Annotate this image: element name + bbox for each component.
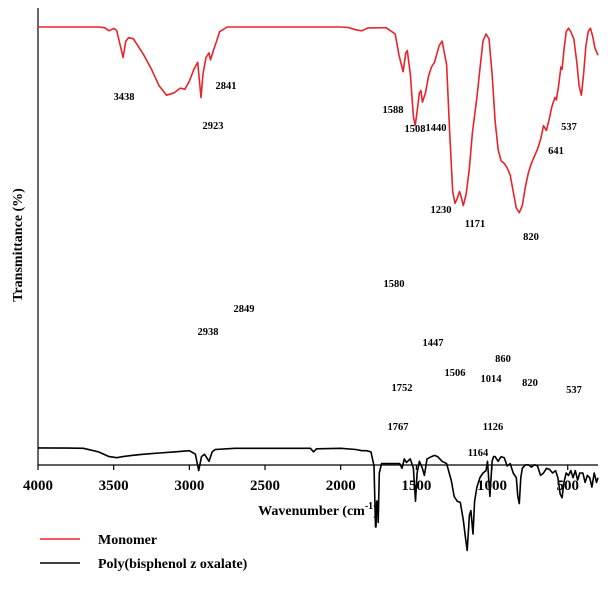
peak-label-820: 820 <box>522 378 538 389</box>
peak-label-537: 537 <box>561 122 577 133</box>
peak-label-1752: 1752 <box>392 383 413 394</box>
series-line-monomer <box>38 26 599 214</box>
x-tick-label-1000: 1000 <box>477 478 507 494</box>
spectra <box>37 26 599 552</box>
peak-label-1506: 1506 <box>445 368 466 379</box>
x-axis-ticks: 4000 3500 3000 2500 2000 1500 1000 500 <box>23 465 579 494</box>
x-axis-title: Wavenumber (cm-1) <box>258 501 378 519</box>
peak-label-820: 820 <box>523 232 539 243</box>
peak-label-2923: 2923 <box>203 121 224 132</box>
y-axis-title: Transmittance (%) <box>11 188 26 302</box>
legend-label-monomer: Monomer <box>98 533 157 548</box>
axes <box>37 8 598 466</box>
x-tick-label-2000: 2000 <box>326 478 356 494</box>
x-tick-label-4000: 4000 <box>23 478 53 494</box>
peak-label-2849: 2849 <box>234 304 255 315</box>
x-tick-label-500: 500 <box>556 478 579 494</box>
peak-label-1014: 1014 <box>481 374 503 385</box>
x-tick-label-3500: 3500 <box>99 478 129 494</box>
peak-label-3438: 3438 <box>114 92 135 103</box>
x-tick-label-3000: 3000 <box>174 478 204 494</box>
peak-label-1171: 1171 <box>465 219 485 230</box>
peak-label-2938: 2938 <box>198 327 219 338</box>
peak-label-537: 537 <box>566 385 582 396</box>
peak-label-1126: 1126 <box>483 422 503 433</box>
legend-label-polymer: Poly(bisphenol z oxalate) <box>98 557 248 572</box>
legend: Monomer Poly(bisphenol z oxalate) <box>40 533 248 572</box>
peak-label-641: 641 <box>548 146 564 157</box>
x-tick-label-2500: 2500 <box>250 478 280 494</box>
peak-label-1447: 1447 <box>423 338 444 349</box>
peak-label-1508: 1508 <box>405 124 426 135</box>
peak-label-1164: 1164 <box>468 448 489 459</box>
peak-label-860: 860 <box>495 354 511 365</box>
peak-label-1767: 1767 <box>388 422 409 433</box>
peak-label-2841: 2841 <box>216 81 237 92</box>
peak-label-1230: 1230 <box>431 205 452 216</box>
peak-label-1580: 1580 <box>384 279 405 290</box>
peak-label-1440: 1440 <box>426 123 447 134</box>
peak-label-1588: 1588 <box>383 105 404 116</box>
series-line-polymer <box>37 447 599 552</box>
